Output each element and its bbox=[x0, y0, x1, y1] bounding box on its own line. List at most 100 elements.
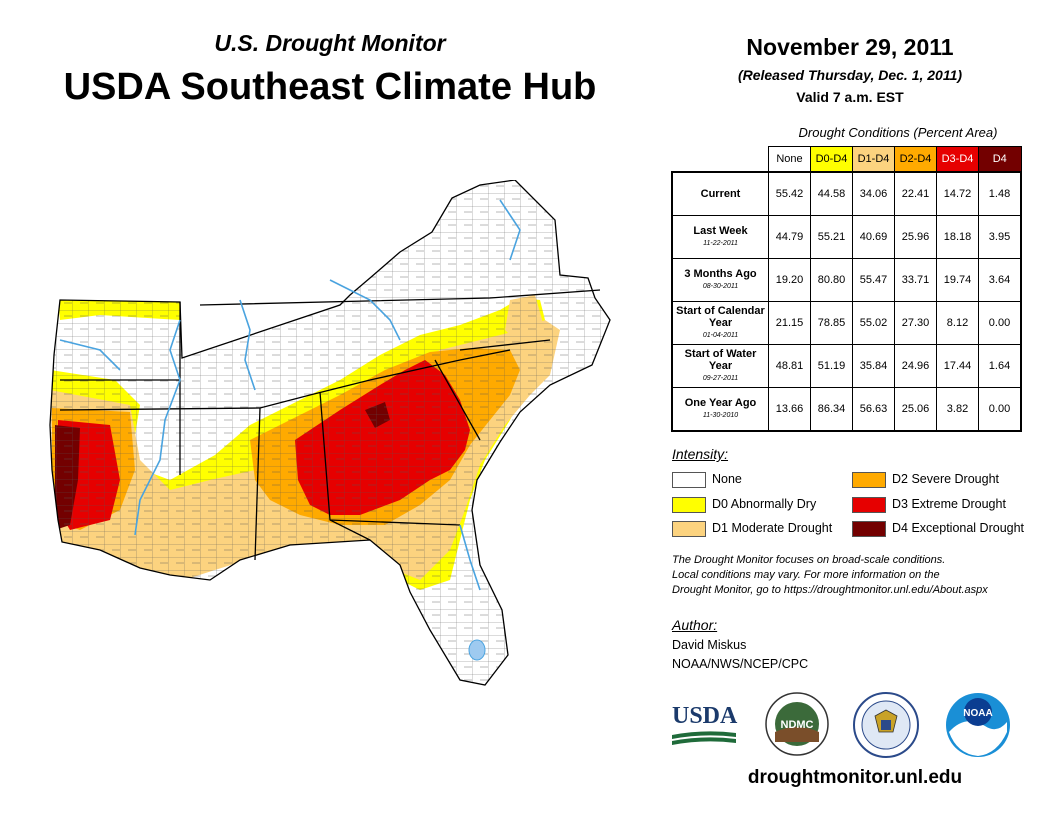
row-label-text: Last Week bbox=[693, 224, 748, 237]
row-label-text: Current bbox=[700, 188, 741, 200]
table-row: Start of Calendar Year 01-04-2011 21.15 7… bbox=[671, 301, 1022, 345]
cell: 86.34 bbox=[810, 387, 853, 432]
legend-swatch bbox=[852, 496, 886, 513]
usda-hills-icon bbox=[672, 731, 736, 745]
col-d2-d4: D2-D4 bbox=[894, 146, 937, 173]
col-d3-d4: D3-D4 bbox=[936, 146, 979, 173]
note-line: Local conditions may vary. For more info… bbox=[672, 569, 940, 581]
cell: 21.15 bbox=[768, 301, 811, 345]
legend-label: D1 Moderate Drought bbox=[712, 521, 833, 535]
cell: 0.00 bbox=[978, 301, 1022, 345]
row-label: Start of Water Year 09-27-2011 bbox=[671, 344, 769, 388]
note-line: Drought Monitor, go to https://droughtmo… bbox=[672, 584, 988, 596]
noaa-logo-text: NOAA bbox=[963, 708, 992, 719]
legend-item-none: None bbox=[672, 471, 742, 488]
cell: 25.06 bbox=[894, 387, 937, 432]
cell: 14.72 bbox=[936, 171, 979, 216]
col-d0-d4: D0-D4 bbox=[810, 146, 853, 173]
cell: 3.82 bbox=[936, 387, 979, 432]
cell: 17.44 bbox=[936, 344, 979, 388]
cell: 24.96 bbox=[894, 344, 937, 388]
cell: 55.02 bbox=[852, 301, 895, 345]
usda-logo: USDA bbox=[672, 703, 738, 748]
cell: 40.69 bbox=[852, 215, 895, 259]
legend-swatch bbox=[672, 496, 706, 513]
row-date: 09-27-2011 bbox=[702, 374, 739, 382]
row-label-text: Start of Calendar Year bbox=[676, 304, 765, 329]
legend-swatch bbox=[852, 520, 886, 537]
cell: 80.80 bbox=[810, 258, 853, 302]
cell: 55.21 bbox=[810, 215, 853, 259]
cell: 51.19 bbox=[810, 344, 853, 388]
row-label: 3 Months Ago 08-30-2011 bbox=[671, 258, 769, 302]
cell: 3.95 bbox=[978, 215, 1022, 259]
cell: 44.58 bbox=[810, 171, 853, 216]
map-supertitle: U.S. Drought Monitor bbox=[214, 30, 446, 56]
row-label-text: 3 Months Ago bbox=[684, 267, 757, 280]
legend-swatch bbox=[852, 471, 886, 488]
disclaimer-note: The Drought Monitor focuses on broad-sca… bbox=[672, 553, 1042, 598]
cell: 27.30 bbox=[894, 301, 937, 345]
table-header-row: None D0-D4 D1-D4 D2-D4 D3-D4 D4 bbox=[672, 146, 1022, 173]
cell: 78.85 bbox=[810, 301, 853, 345]
legend-item-d1: D1 Moderate Drought bbox=[672, 520, 833, 537]
legend-label: None bbox=[712, 472, 742, 486]
legend-item-d3: D3 Extreme Drought bbox=[852, 496, 1006, 513]
row-label: Last Week 11-22-2011 bbox=[671, 215, 769, 259]
row-date: 08-30-2011 bbox=[702, 282, 739, 290]
legend-label: D0 Abnormally Dry bbox=[712, 497, 817, 511]
author-heading: Author: bbox=[672, 617, 718, 633]
legend-label: D4 Exceptional Drought bbox=[892, 521, 1025, 535]
col-none: None bbox=[768, 146, 811, 173]
cell: 1.64 bbox=[978, 344, 1022, 388]
author-org: NOAA/NWS/NCEP/CPC bbox=[672, 657, 809, 671]
drought-stats-table: None D0-D4 D1-D4 D2-D4 D3-D4 D4 Current … bbox=[671, 146, 1022, 432]
valid-time: Valid 7 a.m. EST bbox=[796, 89, 904, 105]
cell: 1.48 bbox=[978, 171, 1022, 216]
cell: 44.79 bbox=[768, 215, 811, 259]
ndmc-logo: NDMC bbox=[765, 692, 829, 756]
noaa-logo: NOAA bbox=[946, 693, 1010, 757]
legend-item-d4: D4 Exceptional Drought bbox=[852, 520, 1025, 537]
cell: 3.64 bbox=[978, 258, 1022, 302]
cell: 55.42 bbox=[768, 171, 811, 216]
usda-logo-text: USDA bbox=[672, 703, 738, 729]
legend-swatch bbox=[672, 520, 706, 537]
cell: 56.63 bbox=[852, 387, 895, 432]
legend-item-d0: D0 Abnormally Dry bbox=[672, 496, 817, 513]
cell: 19.20 bbox=[768, 258, 811, 302]
drought-map bbox=[49, 180, 611, 686]
cell: 34.06 bbox=[852, 171, 895, 216]
table-caption: Drought Conditions (Percent Area) bbox=[798, 125, 998, 140]
cell: 55.47 bbox=[852, 258, 895, 302]
cell: 19.74 bbox=[936, 258, 979, 302]
table-row: 3 Months Ago 08-30-2011 19.20 80.80 55.47… bbox=[671, 258, 1022, 302]
col-d4: D4 bbox=[978, 146, 1022, 173]
legend-swatch bbox=[672, 471, 706, 488]
table-row: Last Week 11-22-2011 44.79 55.21 40.69 25… bbox=[671, 215, 1022, 259]
row-date: 11-30-2010 bbox=[702, 411, 739, 419]
ndmc-logo-text: NDMC bbox=[781, 719, 814, 731]
cell: 48.81 bbox=[768, 344, 811, 388]
cell: 22.41 bbox=[894, 171, 937, 216]
map-title: USDA Southeast Climate Hub bbox=[63, 66, 597, 108]
cell: 13.66 bbox=[768, 387, 811, 432]
note-line: The Drought Monitor focuses on broad-sca… bbox=[672, 554, 946, 566]
table-row: Current 55.42 44.58 34.06 22.41 14.72 1.… bbox=[671, 171, 1022, 216]
row-date: 11-22-2011 bbox=[703, 239, 738, 247]
legend-title: Intensity: bbox=[672, 446, 729, 462]
author-name: David Miskus bbox=[672, 638, 747, 652]
row-label: Current bbox=[671, 171, 769, 216]
site-url[interactable]: droughtmonitor.unl.edu bbox=[747, 767, 963, 788]
cell: 25.96 bbox=[894, 215, 937, 259]
cell: 18.18 bbox=[936, 215, 979, 259]
table-row: Start of Water Year 09-27-2011 48.81 51.1… bbox=[671, 344, 1022, 388]
row-label: One Year Ago 11-30-2010 bbox=[671, 387, 769, 432]
commerce-seal-logo bbox=[853, 692, 919, 758]
col-d1-d4: D1-D4 bbox=[852, 146, 895, 173]
table-row: One Year Ago 11-30-2010 13.66 86.34 56.63… bbox=[671, 387, 1022, 432]
legend-label: D3 Extreme Drought bbox=[892, 497, 1006, 511]
cell: 35.84 bbox=[852, 344, 895, 388]
row-label-text: Start of Water Year bbox=[684, 347, 757, 372]
cell: 0.00 bbox=[978, 387, 1022, 432]
